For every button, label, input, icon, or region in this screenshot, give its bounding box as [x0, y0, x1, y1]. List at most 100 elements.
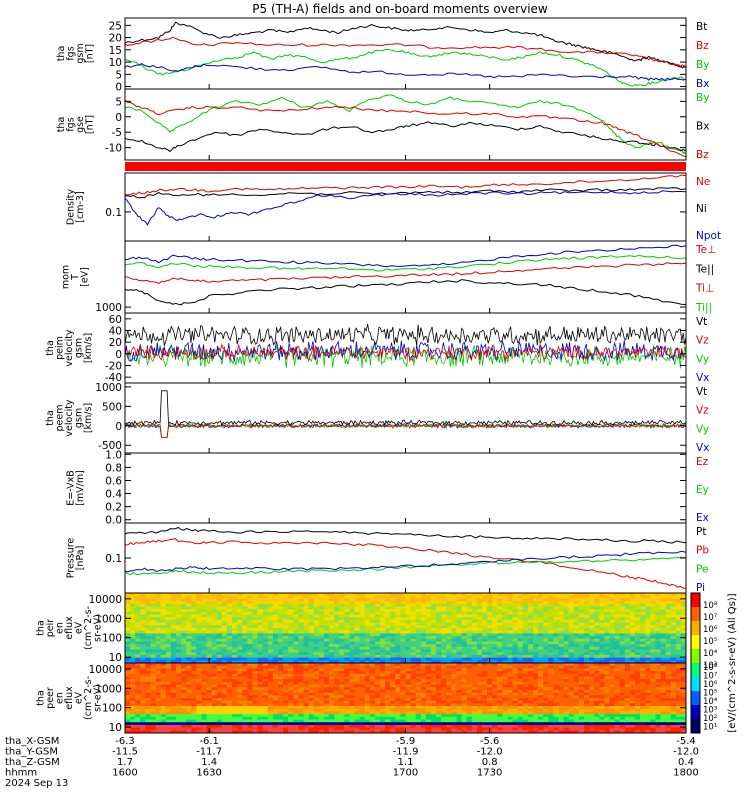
spectro-cell [441, 703, 447, 707]
spectro-cell [563, 652, 570, 656]
spectro-cell [196, 673, 202, 677]
spectro-cell [262, 706, 269, 710]
spectro-cell [502, 609, 508, 613]
spectro-cell [267, 663, 274, 667]
spectro-cell [563, 625, 570, 629]
spectro-cell [196, 654, 202, 659]
spectro-cell [553, 649, 559, 653]
spectro-cell [461, 673, 468, 677]
spectro-cell [160, 614, 167, 618]
spectro-cell [242, 644, 248, 648]
spectro-cell [640, 649, 646, 653]
spectro-cell [160, 636, 167, 640]
y-axis-label: [mV/m] [75, 470, 86, 506]
spectro-cell [374, 625, 381, 629]
spectro-cell [645, 654, 651, 659]
spectro-cell [323, 727, 330, 731]
spectro-cell [420, 638, 427, 642]
spectro-cell [415, 619, 422, 624]
spectro-cell [125, 727, 131, 731]
spectro-cell [578, 646, 585, 650]
spectro-cell [140, 641, 146, 645]
spectro-cell [594, 625, 600, 629]
spectro-cell [604, 646, 610, 650]
spectro-cell [196, 692, 202, 696]
spectro-cell [573, 649, 580, 653]
spectro-cell [476, 646, 483, 650]
spectro-cell [359, 633, 366, 637]
spectro-cell [517, 638, 524, 642]
spectro-cell [599, 636, 605, 640]
spectro-cell [431, 633, 437, 637]
spectro-cell [609, 641, 615, 645]
spectro-cell [303, 617, 309, 621]
spectro-cell [242, 665, 248, 669]
spectro-cell [614, 619, 621, 624]
spectro-cell [216, 695, 223, 699]
spectro-cell [425, 617, 432, 621]
spectro-cell [431, 689, 437, 694]
spectro-cell [329, 706, 335, 710]
spectro-cell [227, 593, 233, 597]
spectro-cell [308, 617, 315, 621]
spectro-cell [329, 654, 335, 659]
panel-frame [124, 382, 687, 454]
spectro-cell [364, 644, 371, 648]
spectro-cell [640, 606, 646, 610]
spectro-cell [252, 649, 258, 653]
spectro-cell [461, 609, 468, 613]
spectro-cell [354, 681, 360, 685]
spectro-cell [155, 652, 162, 656]
spectro-cell [405, 601, 411, 605]
spectro-cell [665, 660, 672, 664]
spectro-cell [278, 711, 284, 715]
spectro-cell [186, 595, 192, 599]
spectro-cell [318, 617, 325, 621]
spectro-cell [635, 625, 641, 629]
spectro-cell [665, 633, 672, 637]
spectro-cell [283, 679, 289, 683]
spectro-cell [303, 724, 309, 729]
spectro-cell [278, 657, 284, 661]
spectro-cell [461, 687, 468, 691]
spectro-cell [308, 668, 315, 672]
spectro-cell [497, 595, 503, 599]
spectro-cell [476, 722, 483, 726]
spectro-cell [558, 625, 564, 629]
spectro-cell [323, 716, 330, 720]
spectro-cell [385, 614, 391, 618]
spectro-cell [237, 719, 243, 723]
spectro-cell [242, 711, 248, 715]
spectro-cell [196, 601, 202, 605]
spectro-cell [543, 598, 549, 602]
y-tick-label: 0.2 [105, 502, 122, 514]
legend-entry: Bz [696, 40, 709, 52]
spectro-cell [344, 714, 350, 718]
spectro-cell [130, 687, 136, 691]
spectro-cell [267, 706, 274, 710]
spectro-cell [563, 628, 570, 632]
spectro-cell [533, 636, 539, 640]
spectro-cell [482, 598, 488, 602]
spectro-cell [242, 727, 248, 731]
spectro-cell [247, 617, 253, 621]
spectro-cell [130, 630, 136, 634]
spectro-cell [568, 628, 575, 632]
spectro-cell [186, 625, 192, 629]
spectro-cell [186, 654, 192, 659]
spectro-cell [665, 625, 672, 629]
spectro-cell [400, 622, 406, 626]
spectro-cell [293, 698, 299, 702]
spectro-cell [645, 601, 651, 605]
spectro-cell [339, 617, 345, 621]
spectro-cell [211, 698, 218, 702]
spectro-cell [380, 625, 386, 629]
spectro-cell [512, 633, 519, 637]
spectro-cell [420, 603, 427, 607]
spectro-cell [298, 606, 304, 610]
spectro-cell [298, 730, 304, 734]
spectro-cell [206, 673, 213, 677]
spectro-cell [125, 598, 131, 602]
spectro-cell [196, 593, 202, 597]
spectro-cell [456, 684, 462, 688]
